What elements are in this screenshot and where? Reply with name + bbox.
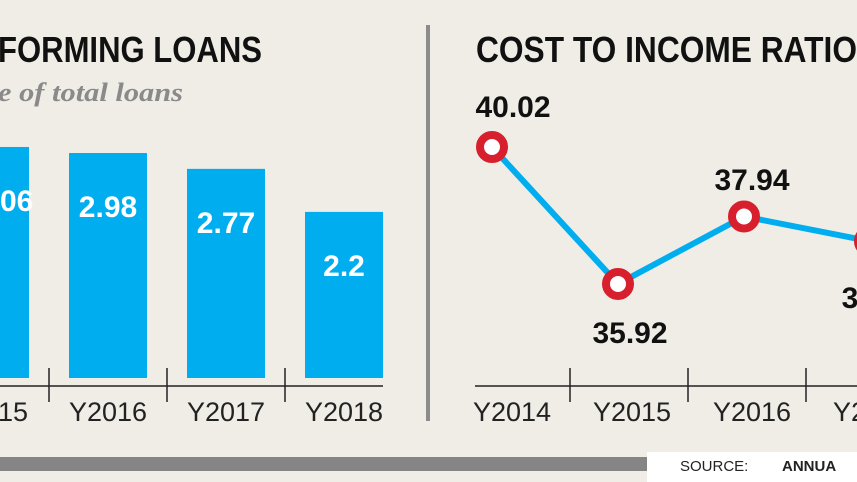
bar-value-label: 2.2 — [323, 250, 365, 283]
x-tick-label: Y2016 — [69, 397, 147, 427]
x-tick-label: Y2018 — [305, 397, 383, 427]
bar-value-label: 2.77 — [197, 207, 255, 240]
point-value-label: 3 — [842, 282, 857, 315]
point-value-label: 35.92 — [592, 317, 667, 350]
x-tick-label: Y2015 — [593, 397, 671, 427]
bar-value-label: 06 — [0, 185, 33, 218]
bar — [69, 153, 147, 378]
series-line — [489, 144, 857, 288]
data-point — [602, 267, 634, 300]
point-value-label: 37.94 — [714, 164, 789, 197]
x-tick-label: Y2017 — [187, 397, 265, 427]
footer-bar — [0, 457, 647, 471]
point-value-label: 40.02 — [475, 91, 550, 124]
bar — [187, 168, 265, 378]
footer-source-bg — [647, 452, 857, 482]
cir-title: COST TO INCOME RATIO — [476, 29, 857, 70]
npl-title: FORMING LOANS — [0, 29, 262, 70]
source-value: ANNUA — [782, 458, 836, 475]
cost-income-chart: COST TO INCOME RATIO 40.02 Y2014 35.92 Y201… — [473, 29, 857, 427]
x-tick-label: Y2014 — [473, 397, 551, 427]
source-label: SOURCE: — [680, 458, 748, 475]
x-tick-label: 15 — [0, 397, 28, 427]
divider — [426, 25, 430, 421]
npl-subtitle: e of total loans — [0, 78, 183, 107]
x-tick-label: Y2 — [833, 397, 857, 427]
data-point — [728, 200, 760, 233]
x-tick-label: Y2016 — [713, 397, 791, 427]
bar-value-label: 2.98 — [79, 191, 137, 224]
data-point — [476, 131, 508, 163]
bar — [0, 146, 29, 378]
npl-chart: FORMING LOANS e of total loans 06 2.98 2.7… — [0, 29, 383, 427]
bar — [305, 211, 383, 378]
